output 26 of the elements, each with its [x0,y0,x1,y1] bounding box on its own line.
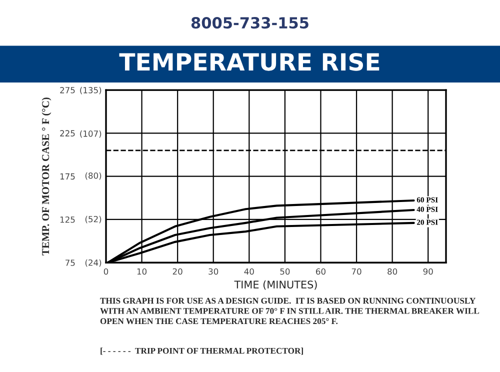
x-tick-label: 0 [104,268,108,275]
x-tick-label: 60 [316,268,326,275]
y2-tick-label: (24) [85,259,102,267]
x-tick-label: 70 [352,268,362,275]
y2-tick-label: (107) [80,130,102,138]
x-tick-label: 20 [172,268,182,275]
x-tick-label: 40 [244,268,254,275]
y2-tick-label: (80) [85,172,102,180]
y-tick-label: 125 [60,216,75,223]
y-tick-label: 275 [60,87,75,94]
text: [- - - - - - TRIP POINT OF THERMAL PROTECTOR] [100,348,303,355]
y-tick-label: 225 [60,130,75,136]
text: THIS GRAPH IS FOR USE AS A DESIGN GUIDE. IT IS BASED ON RUNNING CONTINUOUSLY WITH AN AMBIENT TEMPERATURE OF 70° F IN STILL AIR. THE THERMAL BREAKER WILL OPEN WHEN THE CASE TEMPERATURE REACHES 205° F. [100,298,480,324]
x-tick-label: 50 [280,268,290,275]
y2-tick-label: (52) [85,216,102,224]
x-axis-title: TIME (MINUTES) [234,280,317,290]
x-tick-label: 90 [423,268,433,275]
x-tick-label: 30 [208,268,218,275]
y2-tick-label: (135) [80,86,102,94]
y-axis-title: TEMP. OF MOTOR CASE ° F (°C) [42,98,52,256]
y-tick-label: 175 [60,173,75,180]
y-tick-label: 75 [66,260,75,266]
x-tick-label: 80 [388,268,398,275]
chart-subtitle: 8005-733-155 [191,17,308,29]
x-tick-label: 10 [137,268,147,275]
chart-title: TEMPERATURE RISE [119,52,380,71]
